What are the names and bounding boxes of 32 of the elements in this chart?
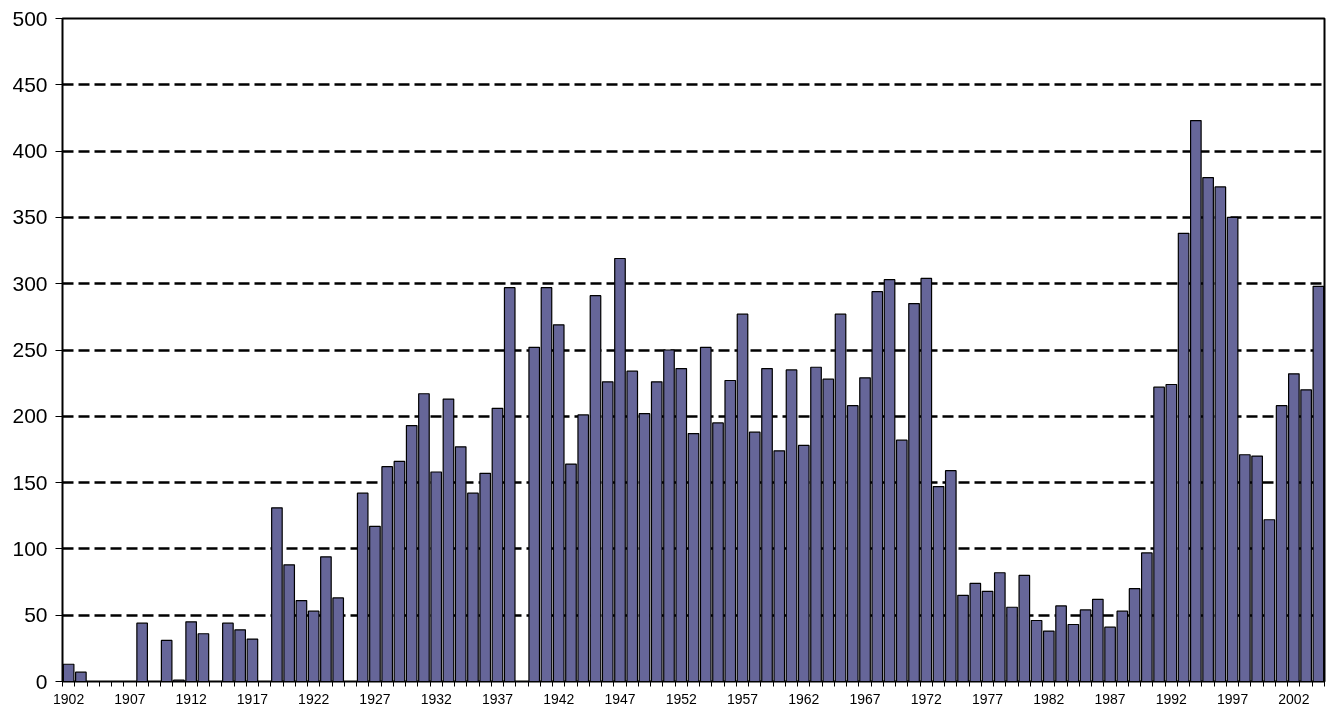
x-tick-label: 2002: [1278, 690, 1310, 707]
x-tick-label: 1917: [236, 690, 269, 707]
y-tick-label: 0: [35, 669, 48, 693]
x-tick-label: 1972: [910, 690, 943, 707]
y-tick-label: 500: [12, 6, 48, 30]
x-tick-label: 1957: [726, 690, 759, 707]
x-tick-label: 1942: [543, 690, 575, 707]
x-tick-label: 1907: [114, 690, 146, 707]
x-tick-label: 1912: [175, 690, 207, 707]
x-tick-label: 1922: [298, 690, 330, 707]
x-tick-label: 1947: [604, 690, 636, 707]
y-tick-label: 50: [24, 603, 48, 627]
x-tick-label: 1932: [420, 690, 452, 707]
y-tick-label: 150: [12, 470, 48, 494]
x-tick-label: 1927: [359, 690, 391, 707]
y-tick-label: 300: [12, 271, 48, 295]
x-tick-label: 1997: [1217, 690, 1249, 707]
y-tick-label: 100: [12, 536, 48, 560]
x-tick-label: 1977: [971, 690, 1004, 707]
y-tick-label: 250: [12, 338, 48, 361]
y-tick-label: 350: [12, 205, 48, 229]
x-tick-label: 1982: [1033, 690, 1065, 707]
y-tick-label: 200: [12, 404, 48, 428]
y-tick-label: 450: [12, 72, 48, 96]
x-tick-label: 1902: [53, 690, 85, 707]
y-tick-label: 400: [12, 139, 48, 163]
x-tick-label: 1967: [849, 690, 881, 707]
x-tick-label: 1992: [1155, 690, 1188, 707]
x-tick-label: 1987: [1094, 690, 1126, 707]
x-tick-label: 1952: [665, 690, 698, 707]
x-tick-label: 1962: [788, 690, 820, 707]
x-tick-label: 1937: [481, 690, 514, 707]
